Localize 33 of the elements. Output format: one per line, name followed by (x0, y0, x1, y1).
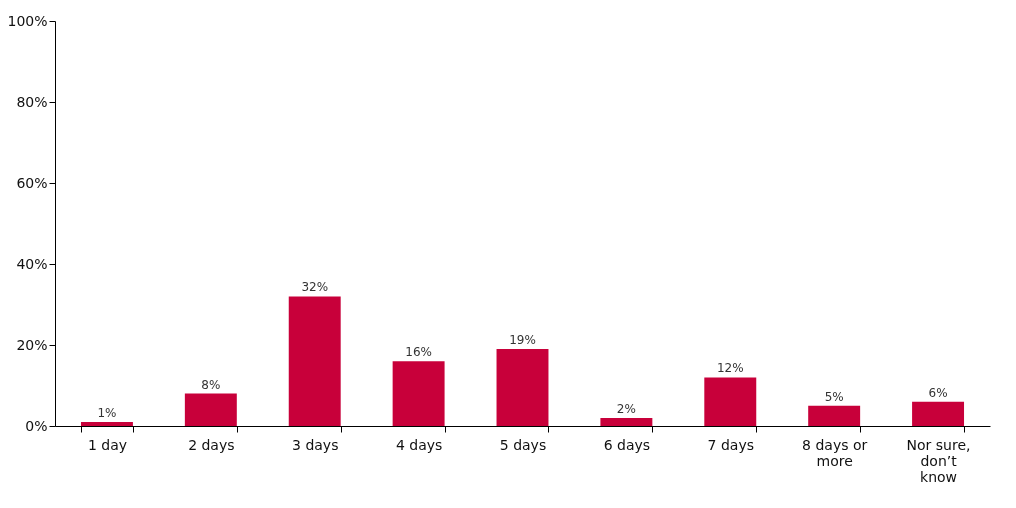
bar (912, 401, 965, 426)
x-tick-label: 6 days (603, 436, 651, 453)
bar (288, 296, 341, 426)
data-label: 32% (301, 280, 329, 295)
y-tick-label: 60% (16, 174, 48, 191)
bar (600, 417, 653, 426)
x-tick-label: 8 days or more (802, 436, 868, 469)
y-tick-label: 20% (16, 336, 48, 353)
bar (184, 393, 237, 426)
bar (392, 361, 445, 426)
x-tick-label: 4 days (395, 436, 443, 453)
x-tick-label: 1 day (87, 436, 127, 453)
bar (80, 421, 133, 426)
data-label: 2% (616, 401, 636, 416)
x-tick-label: Nor sure, don’t know (906, 436, 971, 485)
x-tick-label: 5 days (499, 436, 547, 453)
y-tick-label: 80% (16, 93, 48, 110)
x-tick-label: 7 days (707, 436, 754, 453)
data-label: 5% (824, 389, 844, 404)
bar (808, 405, 861, 426)
data-label: 6% (928, 385, 948, 400)
x-tick-label: 2 days (188, 436, 235, 453)
bar (704, 377, 757, 426)
y-tick-label: 100% (7, 12, 48, 29)
data-label: 12% (716, 361, 744, 376)
y-tick-label: 40% (16, 255, 48, 272)
data-label: 8% (201, 377, 221, 392)
data-label: 16% (405, 345, 432, 360)
bar (496, 349, 549, 426)
x-tick-label: 3 days (292, 436, 339, 453)
data-label: 19% (509, 333, 536, 348)
data-label: 1% (97, 405, 117, 420)
y-tick-label: 0% (25, 417, 48, 434)
